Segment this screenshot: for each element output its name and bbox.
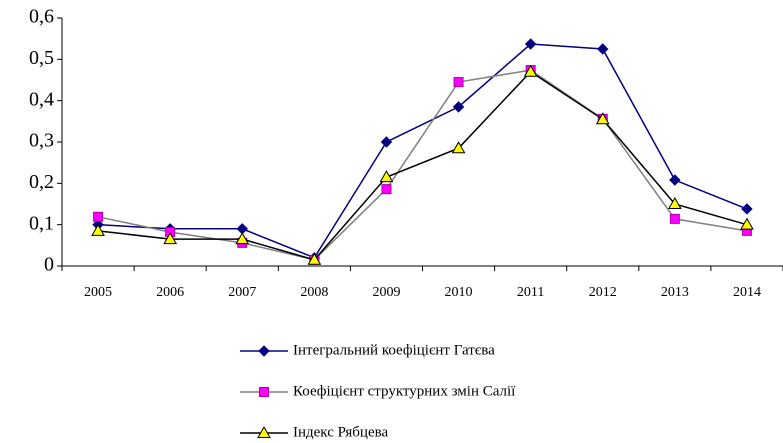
point-marker	[93, 211, 104, 222]
point-marker	[307, 252, 322, 265]
y-tick-label: 0,3	[29, 130, 54, 152]
x-tick-label: 2010	[445, 285, 473, 300]
legend-marker	[257, 425, 271, 438]
point-marker	[380, 136, 393, 148]
series-line	[97, 70, 748, 261]
point-marker	[91, 223, 105, 236]
x-tick-label: 2006	[156, 285, 184, 300]
legend-label: Інтегральний коефіцієнт Гатєва	[293, 342, 495, 358]
point-marker	[163, 232, 178, 245]
point-marker	[235, 232, 250, 245]
y-tick-label: 0,4	[29, 88, 54, 110]
point-marker	[595, 112, 610, 125]
legend-marker	[259, 387, 269, 397]
point-marker	[453, 77, 464, 88]
x-tick-label: 2005	[84, 285, 112, 300]
point-marker	[740, 217, 754, 230]
y-tick-label: 0,5	[29, 47, 54, 69]
x-tick-label: 2014	[733, 285, 761, 300]
point-marker	[669, 213, 680, 224]
point-marker	[741, 203, 753, 215]
x-tick-label: 2007	[228, 285, 256, 300]
y-tick-label: 0,1	[29, 212, 54, 234]
legend-label: Індекс Рябцева	[293, 424, 389, 440]
point-marker	[524, 38, 537, 50]
x-tick-label: 2013	[661, 285, 689, 300]
point-marker	[452, 101, 465, 113]
x-tick-label: 2012	[589, 285, 617, 300]
x-tick-label: 2009	[372, 285, 400, 300]
point-marker	[379, 170, 394, 183]
point-marker	[667, 196, 682, 209]
point-marker	[523, 64, 538, 77]
series-line	[98, 43, 748, 259]
legend-label: Коефіцієнт структурних змін Салії	[293, 383, 516, 399]
y-tick-label: 0,2	[29, 171, 54, 193]
point-marker	[597, 43, 609, 55]
series-line	[97, 69, 748, 261]
x-tick-label: 2011	[517, 285, 544, 300]
y-tick-label: 0,6	[29, 6, 54, 28]
legend-marker	[258, 345, 270, 357]
x-tick-label: 2008	[300, 285, 328, 300]
point-marker	[451, 141, 466, 154]
point-marker	[381, 184, 392, 195]
y-tick-label: 0	[44, 254, 54, 276]
point-marker	[669, 174, 681, 186]
